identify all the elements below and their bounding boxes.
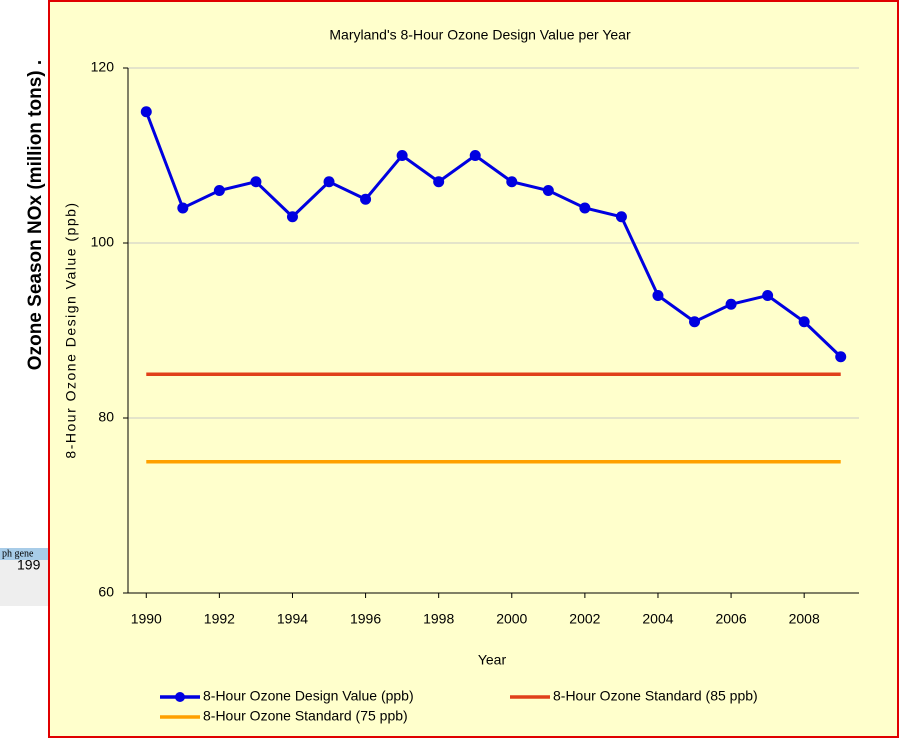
y-tick-label: 120 [91,59,115,75]
data-point [396,150,408,161]
y-tick-label: 100 [91,234,115,250]
chart-panel [48,0,899,738]
data-point [652,290,664,301]
data-point [798,316,810,328]
data-point [140,106,152,118]
x-tick-label: 2000 [496,611,527,627]
snippet-box [0,560,48,606]
data-point [469,150,481,161]
data-point [177,202,189,214]
x-tick-label: 1996 [350,611,381,627]
data-point [689,316,701,328]
x-tick-label: 2002 [569,611,600,627]
data-point [835,351,847,363]
background-axis-label: Ozone Season NOx (million tons) . [25,60,46,370]
x-tick-label: 2006 [715,611,746,627]
x-axis-title: Year [478,652,507,668]
snippet-bar [0,548,48,560]
data-point [506,176,518,188]
snippet-value: 199 [17,557,41,573]
x-tick-label: 1992 [204,611,235,627]
snippet-text: ph gene [2,548,34,559]
y-tick-label: 80 [98,409,114,425]
y-tick-label: 60 [98,584,114,600]
legend-label: 8-Hour Ozone Standard (85 ppb) [553,688,758,704]
data-point [433,176,445,188]
data-point [579,202,591,214]
data-point [360,193,372,205]
x-tick-label: 2004 [642,611,673,627]
x-tick-label: 2008 [789,611,820,627]
data-point [250,176,262,188]
data-point [323,176,335,188]
chart-title: Maryland's 8-Hour Ozone Design Value per… [329,27,631,43]
x-tick-label: 1998 [423,611,454,627]
data-point [286,211,298,223]
legend-marker [175,692,185,702]
data-point [615,211,627,223]
legend-label: 8-Hour Ozone Design Value (ppb) [203,688,414,704]
legend-label: 8-Hour Ozone Standard (75 ppb) [203,708,408,724]
data-point [762,290,774,301]
data-point [725,298,737,310]
data-point [542,185,554,196]
y-axis-title: 8-Hour Ozone Design Value (ppb) [63,201,79,458]
x-tick-label: 1994 [277,611,308,627]
x-tick-label: 1990 [131,611,162,627]
series-line [144,111,842,358]
data-point [213,185,225,196]
